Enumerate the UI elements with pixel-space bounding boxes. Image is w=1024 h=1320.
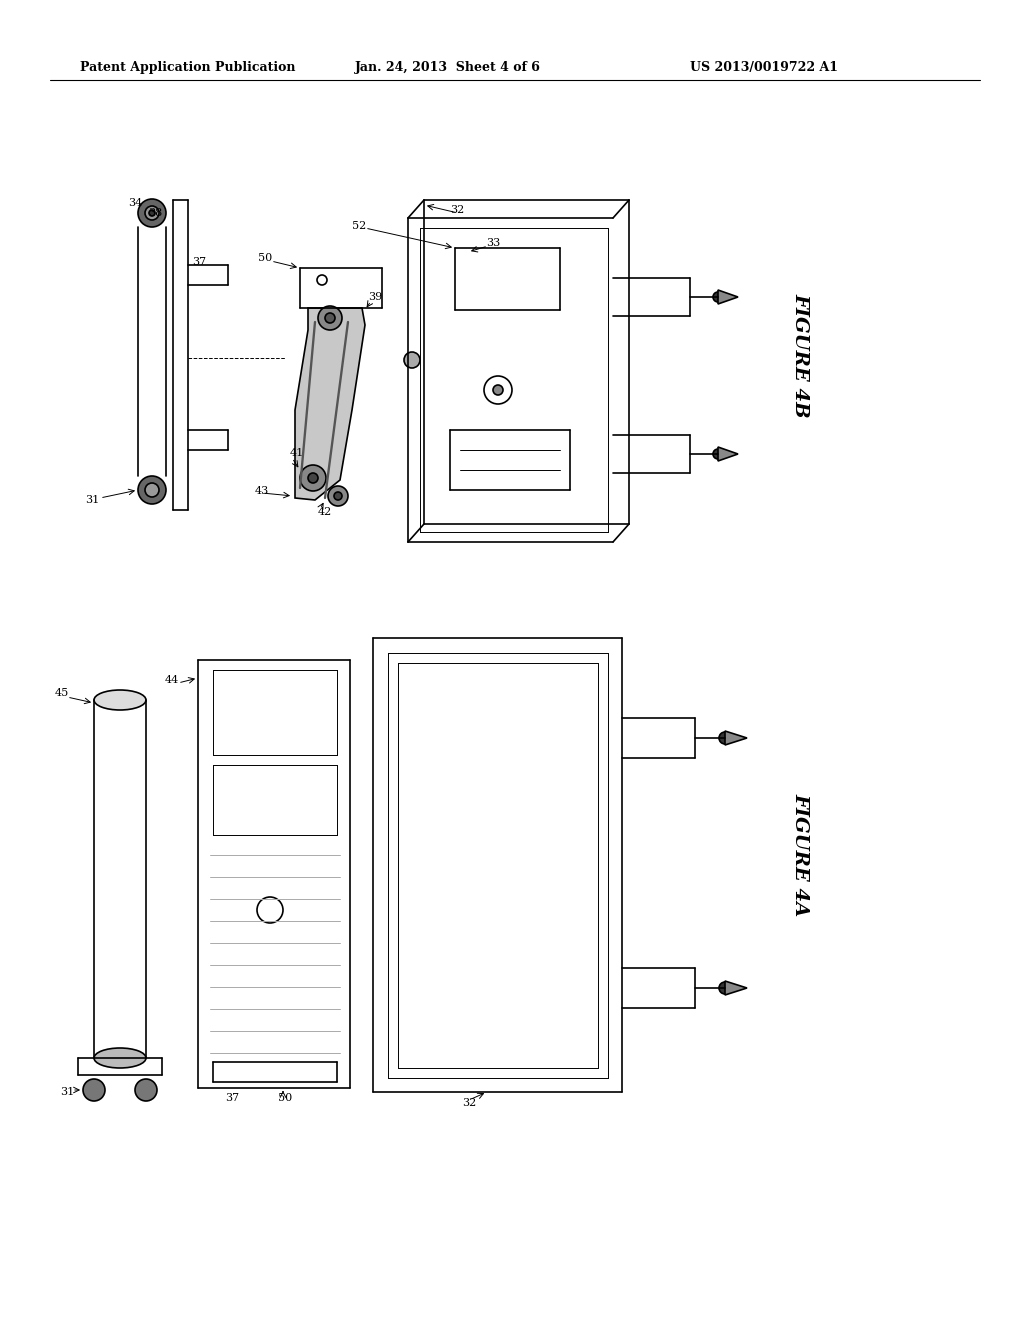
- Text: 37: 37: [225, 1093, 240, 1104]
- Text: 43: 43: [255, 486, 269, 496]
- Ellipse shape: [94, 1048, 146, 1068]
- Text: 41: 41: [290, 447, 304, 458]
- Text: US 2013/0019722 A1: US 2013/0019722 A1: [690, 62, 838, 74]
- Circle shape: [145, 206, 159, 220]
- Circle shape: [138, 477, 166, 504]
- Circle shape: [145, 483, 159, 498]
- Polygon shape: [725, 981, 746, 995]
- Circle shape: [318, 306, 342, 330]
- Circle shape: [493, 385, 503, 395]
- Text: 45: 45: [55, 688, 70, 698]
- Circle shape: [334, 492, 342, 500]
- Text: 50: 50: [258, 253, 272, 263]
- Text: 44: 44: [165, 675, 179, 685]
- Text: 50: 50: [278, 1093, 292, 1104]
- Circle shape: [308, 473, 318, 483]
- Polygon shape: [295, 308, 365, 500]
- Text: 39: 39: [368, 292, 382, 302]
- Text: FIGURE 4A: FIGURE 4A: [791, 793, 809, 916]
- Circle shape: [138, 199, 166, 227]
- Circle shape: [325, 313, 335, 323]
- Text: 32: 32: [450, 205, 464, 215]
- Text: FIGURE 4B: FIGURE 4B: [791, 293, 809, 417]
- Text: 52: 52: [352, 220, 367, 231]
- Polygon shape: [725, 731, 746, 744]
- Circle shape: [135, 1078, 157, 1101]
- Text: 34: 34: [128, 198, 142, 209]
- Circle shape: [713, 292, 723, 302]
- Ellipse shape: [94, 690, 146, 710]
- Polygon shape: [718, 290, 738, 304]
- Text: Jan. 24, 2013  Sheet 4 of 6: Jan. 24, 2013 Sheet 4 of 6: [355, 62, 541, 74]
- Circle shape: [150, 210, 155, 216]
- Circle shape: [404, 352, 420, 368]
- Text: 42: 42: [318, 507, 332, 517]
- Polygon shape: [718, 447, 738, 461]
- Text: 31: 31: [85, 495, 99, 506]
- Circle shape: [719, 733, 731, 744]
- Text: 31: 31: [60, 1086, 75, 1097]
- Text: Patent Application Publication: Patent Application Publication: [80, 62, 296, 74]
- Text: 37: 37: [193, 257, 206, 267]
- Circle shape: [328, 486, 348, 506]
- Circle shape: [719, 982, 731, 994]
- Text: 32: 32: [462, 1098, 476, 1107]
- Text: 33: 33: [486, 238, 501, 248]
- Circle shape: [83, 1078, 105, 1101]
- Circle shape: [713, 449, 723, 459]
- Circle shape: [300, 465, 326, 491]
- Text: 38: 38: [148, 209, 162, 218]
